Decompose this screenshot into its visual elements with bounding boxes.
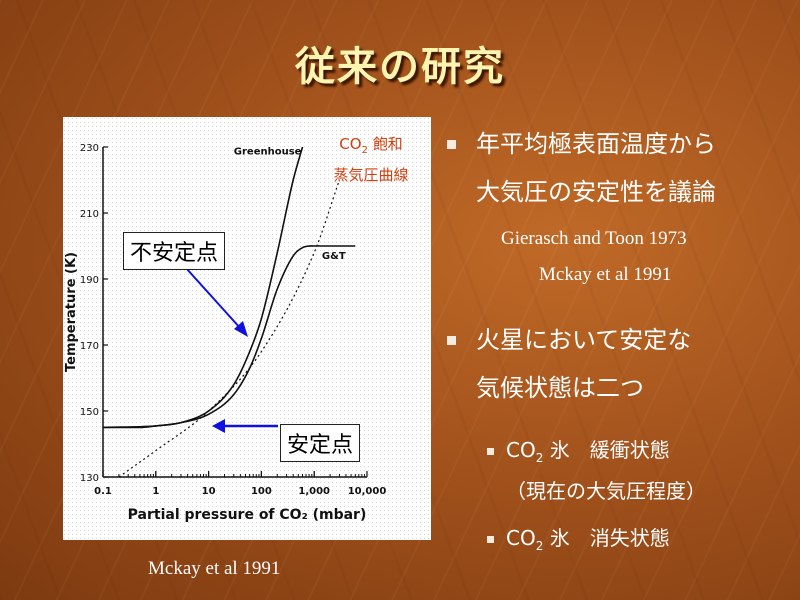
- square-bullet-icon: [447, 140, 456, 149]
- x-tick-label: 10,000: [348, 486, 387, 497]
- x-tick-label: 10: [202, 486, 216, 497]
- y-axis-label: Temperature (K): [64, 252, 79, 372]
- bullet-item-1: 年平均極表面温度から 大気圧の安定性を議論: [440, 120, 795, 220]
- x-tick-label: 0.1: [94, 486, 112, 497]
- x-tick-label: 1: [152, 486, 159, 497]
- unstable-arrow-line: [185, 267, 242, 330]
- co2-temperature-chart: 130 150 170 190 210 230 0.1 1 10 100 1,000 10,000 P…: [63, 117, 431, 540]
- co2-subscript: 2: [535, 451, 544, 465]
- bullet-1-line-1: 年平均極表面温度から: [476, 130, 716, 158]
- reference-2: Mckay et al 1991: [539, 264, 672, 285]
- series-line-g-t: [102, 245, 356, 429]
- x-tick-label: 1,000: [298, 486, 330, 497]
- sub-bullet-2-text: 氷 消失状態: [543, 526, 670, 550]
- y-tick-label: 170: [80, 341, 99, 352]
- series-line-co2-saturation: [118, 179, 340, 478]
- co2-text: CO: [339, 135, 362, 153]
- x-tick-label: 100: [251, 486, 272, 497]
- sub-bullet-1-line-2: （現在の大気圧程度）: [506, 479, 706, 503]
- bullet-item-2: 火星において安定な 気候状態は二つ: [440, 316, 795, 416]
- co2-saturation-curve-label: CO2 飽和 蒸気圧曲線: [316, 132, 426, 187]
- y-tick-label: 130: [80, 473, 99, 484]
- y-tick-label: 210: [80, 209, 99, 220]
- series-label-greenhouse: Greenhouse: [234, 146, 302, 157]
- sub-bullet-2: CO2 氷 消失状態: [440, 522, 795, 558]
- stable-point-label: 安定点: [280, 424, 361, 462]
- bullet-2-line-2: 気候状態は二つ: [476, 374, 644, 402]
- y-tick-label: 150: [80, 407, 99, 418]
- co2-text: CO: [506, 438, 536, 462]
- series-label-g-and-t: G&T: [322, 251, 346, 262]
- vapor-pressure-curve-text: 蒸気圧曲線: [333, 166, 409, 184]
- chart-texture: [63, 117, 431, 540]
- saturation-text: 飽和: [367, 135, 403, 153]
- chart-panel: 130 150 170 190 210 230 0.1 1 10 100 1,000 10,000 P…: [63, 117, 431, 540]
- source-citation: Mckay et al 1991: [148, 558, 281, 579]
- sub-bullet-1: CO2 氷 緩衝状態 （現在の大気圧程度）: [440, 434, 795, 504]
- co2-text: CO: [506, 526, 536, 550]
- y-tick-label: 230: [80, 143, 99, 154]
- reference-1: Gierasch and Toon 1973: [501, 228, 687, 249]
- y-tick-label: 190: [80, 275, 99, 286]
- co2-subscript: 2: [361, 145, 368, 156]
- sub-bullet-1-text: 氷 緩衝状態: [543, 438, 670, 462]
- bullet-1-line-2: 大気圧の安定性を議論: [476, 178, 716, 206]
- co2-subscript: 2: [535, 539, 544, 553]
- page-title: 従来の研究: [295, 44, 505, 90]
- square-bullet-icon: [487, 448, 494, 455]
- unstable-point-label: 不安定点: [123, 232, 226, 270]
- x-axis-label: Partial pressure of CO₂ (mbar): [128, 507, 367, 523]
- square-bullet-icon: [447, 336, 456, 345]
- bullet-2-line-1: 火星において安定な: [476, 326, 692, 354]
- stable-arrow-head: [212, 419, 225, 433]
- square-bullet-icon: [487, 536, 494, 543]
- unstable-arrow-head: [234, 321, 248, 337]
